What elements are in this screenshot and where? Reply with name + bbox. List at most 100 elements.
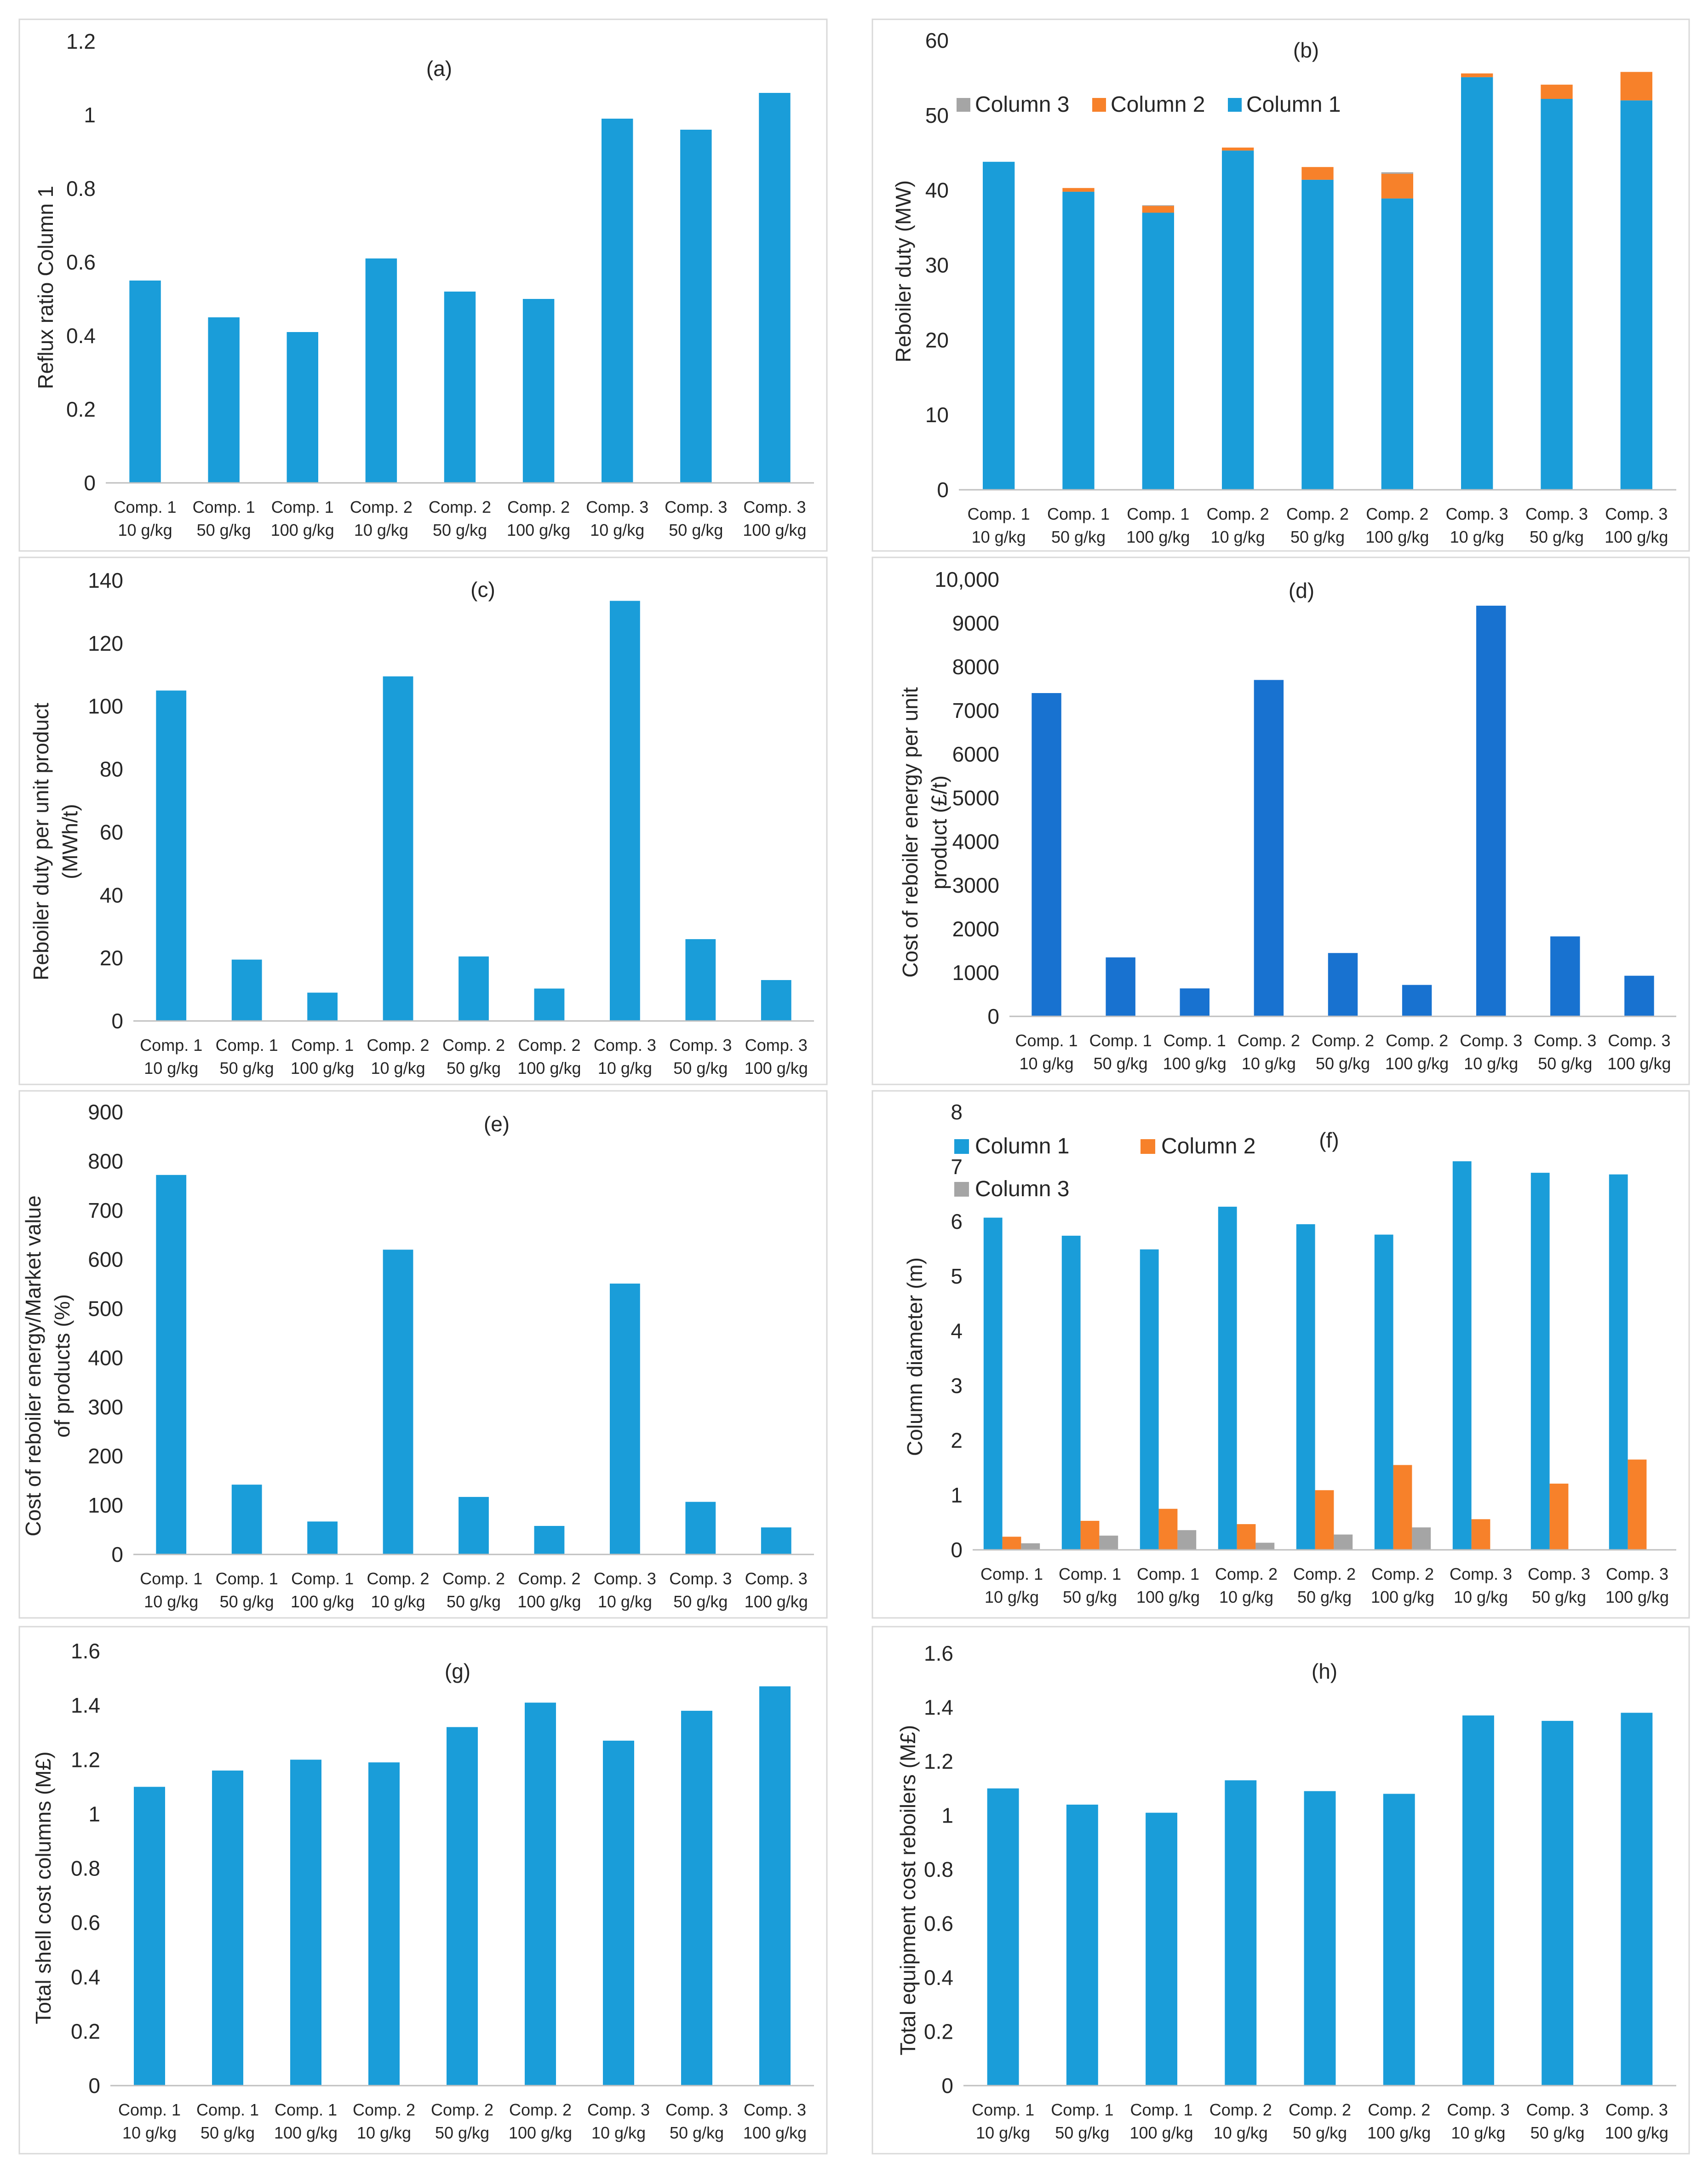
bar-column-3	[1142, 205, 1174, 206]
y-tick-label: 9000	[952, 611, 999, 635]
x-category-label: Comp. 3	[745, 1036, 808, 1055]
y-tick-label: 700	[88, 1198, 123, 1222]
x-category-label: Comp. 3	[745, 1569, 808, 1588]
x-category-label: 100 g/kg	[517, 1592, 581, 1611]
y-axis-label-line-1: Cost of reboiler energy/Market value	[21, 1195, 45, 1536]
x-category-label: 10 g/kg	[591, 2123, 646, 2142]
x-category-label: Comp. 3	[1526, 2100, 1589, 2119]
bar-column-1	[983, 161, 1015, 490]
category-labels: Comp. 1 10 g/kg Comp. 1 50 g/kg Comp. 1 100 g…	[972, 2100, 1668, 2142]
x-category-label: 10 g/kg	[371, 1059, 425, 1078]
bar	[1180, 988, 1209, 1016]
y-tick-label: 0.4	[924, 1966, 953, 1990]
x-category-label: Comp. 3	[1605, 2100, 1668, 2119]
x-category-label: Comp. 3	[669, 1036, 732, 1055]
chart-title: (h)	[1312, 1659, 1337, 1683]
x-category-label: Comp. 3	[1534, 1031, 1596, 1050]
x-category-label: 100 g/kg	[1371, 1588, 1434, 1606]
x-category-label: Comp. 3	[1447, 2100, 1509, 2119]
bar-group	[983, 72, 1652, 490]
x-category-label: 50 g/kg	[669, 521, 723, 539]
x-category-label: 100 g/kg	[291, 1059, 354, 1078]
bar-column-2	[1080, 1520, 1100, 1550]
bar	[208, 317, 240, 483]
bar-column-2	[1549, 1484, 1569, 1550]
y-tick-label: 120	[88, 631, 123, 655]
y-tick-label: 0.6	[924, 1912, 953, 1936]
x-category-label: 100 g/kg	[743, 2123, 807, 2142]
x-category-label: 100 g/kg	[509, 2123, 572, 2142]
bar	[759, 1686, 791, 2086]
x-category-label: Comp. 1	[1164, 1031, 1226, 1050]
x-category-label: Comp. 2	[1209, 2100, 1272, 2119]
x-category-label: Comp. 1	[1089, 1031, 1152, 1050]
x-category-label: 50 g/kg	[1538, 1054, 1592, 1073]
x-category-label: 10 g/kg	[1214, 2123, 1268, 2142]
y-tick-label: 3	[951, 1374, 963, 1398]
bar-group	[134, 1686, 791, 2086]
x-category-label: 100 g/kg	[1605, 1588, 1669, 1606]
x-category-label: 50 g/kg	[1530, 2123, 1585, 2142]
bar-column-2	[1393, 1465, 1412, 1550]
legend-swatch-column-3	[954, 1182, 969, 1197]
x-category-label: 50 g/kg	[1063, 1588, 1117, 1606]
y-tick-label: 40	[100, 883, 123, 907]
x-category-label: 50 g/kg	[673, 1592, 728, 1611]
bar-column-2	[1381, 173, 1413, 199]
legend-swatch-column-2	[1141, 1139, 1155, 1154]
chart-title: (f)	[1319, 1128, 1339, 1152]
bar	[610, 601, 640, 1021]
bar-column-3	[1255, 1542, 1275, 1550]
bar-column-1	[1452, 1161, 1472, 1550]
y-tick-label: 1	[951, 1483, 963, 1507]
y-tick-label: 20	[925, 328, 949, 352]
x-category-label: Comp. 1	[1015, 1031, 1078, 1050]
category-labels: Comp. 1 10 g/kg Comp. 1 50 g/kg Comp. 1 100 g…	[140, 1036, 808, 1078]
x-category-label: 100 g/kg	[1163, 1054, 1227, 1073]
bar-group	[1032, 606, 1654, 1016]
y-axis-label: Column diameter (m)	[903, 1257, 927, 1456]
bar	[287, 332, 318, 483]
chart-panel-f: (f) Column diameter (m) 0 1 2 3 4 5 6 7 8 Comp. …	[871, 1090, 1690, 1619]
bar-group	[983, 1161, 1647, 1550]
bar-group	[156, 1175, 791, 1554]
y-tick-label: 0.2	[66, 397, 96, 421]
bar	[134, 1787, 165, 2086]
x-category-label: 50 g/kg	[1290, 527, 1345, 546]
x-category-label: 10 g/kg	[590, 521, 644, 539]
category-labels: Comp. 1 10 g/kg Comp. 1 50 g/kg Comp. 1 100 g…	[140, 1569, 808, 1611]
bar-group	[156, 601, 791, 1021]
y-tick-label: 1.4	[71, 1693, 100, 1717]
y-tick-label: 400	[88, 1346, 123, 1370]
bar	[987, 1788, 1019, 2086]
y-axis-ticks: 0 1000 2000 3000 4000 5000 6000 7000 8000 9000 10,…	[934, 568, 999, 1028]
y-tick-label: 140	[88, 568, 123, 592]
bar	[307, 1521, 338, 1554]
bar	[383, 676, 413, 1021]
x-category-label: 100 g/kg	[291, 1592, 354, 1611]
x-category-label: 50 g/kg	[220, 1059, 274, 1078]
x-category-label: 100 g/kg	[507, 521, 570, 539]
bar	[1304, 1791, 1336, 2086]
bar	[290, 1760, 321, 2086]
bar-column-2	[1315, 1490, 1334, 1550]
x-category-label: Comp. 2	[1371, 1565, 1434, 1583]
x-category-label: 10 g/kg	[357, 2123, 411, 2142]
bar	[459, 956, 489, 1021]
bar-column-2	[1628, 1459, 1647, 1550]
bar-column-1	[1062, 191, 1095, 490]
panel-frame	[871, 1626, 1690, 2155]
bar	[534, 988, 565, 1021]
y-tick-label: 0	[111, 1009, 123, 1033]
x-category-label: Comp. 1	[216, 1569, 278, 1588]
bar-column-1	[1296, 1224, 1315, 1550]
y-tick-label: 40	[925, 178, 949, 202]
bar	[759, 93, 791, 483]
y-tick-label: 5000	[952, 786, 999, 810]
y-tick-label: 0.8	[924, 1858, 953, 1881]
x-category-label: Comp. 2	[518, 1569, 580, 1588]
y-axis-label: Reflux ratio Column 1	[34, 186, 57, 389]
x-category-label: 50 g/kg	[447, 1592, 501, 1611]
x-category-label: 50 g/kg	[1530, 527, 1584, 546]
bar-column-2	[1301, 167, 1334, 180]
